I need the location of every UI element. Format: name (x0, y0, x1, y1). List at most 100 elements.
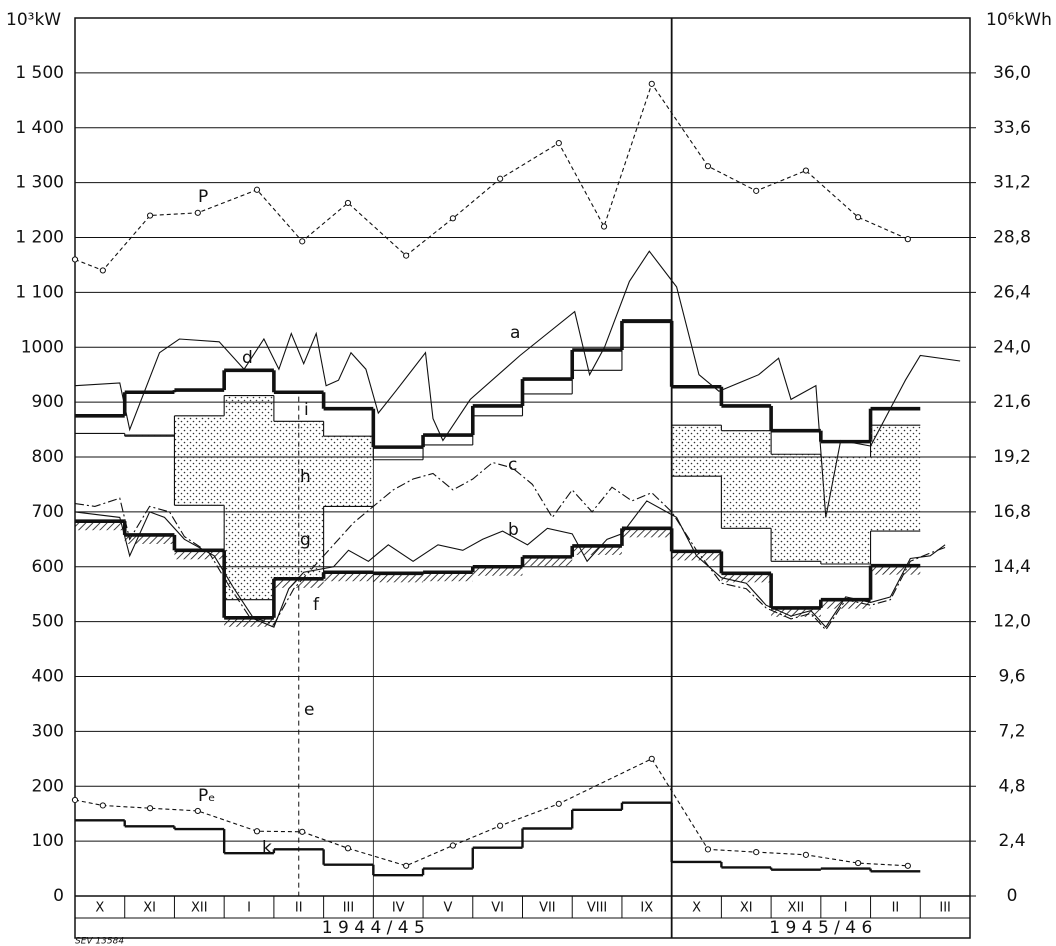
point (802, 167, 810, 174)
point (555, 140, 562, 147)
y2-tick-label: 24,0 (993, 337, 1031, 357)
point (71, 796, 79, 804)
annotation: h (300, 467, 311, 487)
series-label: b (508, 520, 519, 540)
y2-tick-label: 33,6 (993, 118, 1031, 138)
annotation: SEV 13584 (75, 937, 124, 946)
annotation: i (304, 400, 309, 420)
point (403, 862, 410, 869)
y-tick-label: 100 (32, 831, 64, 851)
point (497, 175, 504, 182)
y-tick-label: 400 (32, 667, 64, 687)
hatch (423, 572, 473, 582)
x-tick-label: XI (143, 901, 156, 916)
y2-tick-label: 28,8 (993, 228, 1031, 248)
hatch (621, 528, 672, 538)
point (904, 236, 911, 243)
y2-tick-label: 21,6 (993, 392, 1031, 412)
point (146, 212, 154, 219)
point (344, 845, 352, 852)
x-tick-label: I (844, 901, 848, 916)
point (403, 252, 410, 259)
point (194, 807, 201, 815)
y2-tick-label: 2,4 (998, 831, 1025, 851)
x-tick-label: II (892, 901, 900, 916)
y2-tick-label: 7,2 (998, 721, 1025, 741)
hatch (721, 573, 772, 583)
y2-tick-label: 12,0 (993, 612, 1031, 632)
hatch (820, 599, 871, 609)
x-tick-label: IX (640, 901, 653, 916)
hatch (273, 578, 324, 588)
stipple-band (671, 425, 722, 477)
x-tick-label: XII (788, 901, 805, 916)
stipple-band (820, 457, 871, 565)
x-tick-label: XI (740, 901, 753, 916)
hatch (75, 521, 125, 531)
x-tick-label: III (939, 901, 951, 916)
point (253, 828, 261, 835)
y-tick-label: 700 (32, 502, 64, 522)
point (802, 851, 810, 858)
x-tick-label: XII (191, 901, 208, 916)
y-tick-label: 1 100 (15, 282, 64, 302)
x-tick-label: IV (392, 901, 405, 916)
point (99, 267, 106, 274)
year-label: 1 9 4 4 / 4 5 (322, 918, 425, 938)
plot-frame (74, 17, 971, 939)
y-tick-label: 600 (32, 557, 64, 577)
curve (74, 250, 961, 518)
point (704, 163, 712, 170)
point (855, 214, 862, 221)
series-label: c (508, 455, 517, 475)
hatch (224, 617, 274, 627)
x-tick-label: II (295, 901, 303, 916)
point (194, 209, 201, 216)
y2-tick-label: 0 (1007, 886, 1018, 906)
y-tick-label: 1 200 (15, 228, 64, 248)
x-tick-label: V (443, 901, 452, 916)
series-label: k (262, 838, 272, 858)
stipple-band (721, 430, 772, 529)
y2-tick-label: 14,4 (993, 557, 1031, 577)
stipple-band (771, 454, 821, 562)
annotation: f (313, 595, 320, 615)
year-label: 1 9 4 5 / 4 6 (769, 918, 872, 938)
y2-tick-label: 9,6 (998, 667, 1025, 687)
y-tick-label: 1 500 (15, 63, 64, 83)
hatch (771, 607, 821, 617)
point (855, 859, 862, 867)
y-tick-label: 1 300 (15, 173, 64, 193)
point (497, 822, 504, 829)
point (753, 849, 760, 856)
x-tick-label: X (692, 901, 701, 916)
y2-tick-label: 4,8 (998, 776, 1025, 796)
y2-tick-label: 16,8 (993, 502, 1031, 522)
hatch (323, 572, 374, 582)
y2-tick-label: 31,2 (993, 173, 1031, 193)
point (704, 846, 712, 853)
series-label: P (198, 187, 208, 207)
point (904, 862, 911, 869)
hatch (373, 573, 424, 583)
hatch (671, 551, 722, 561)
stipple-band (273, 421, 324, 578)
point (299, 828, 306, 835)
y-tick-label: 500 (32, 612, 64, 632)
y-tick-label: 1 400 (15, 118, 64, 138)
hatch (174, 550, 225, 560)
stipple-band (323, 436, 374, 507)
series-label: d (242, 348, 253, 368)
annotation: e (304, 700, 314, 720)
y2-tick-label: 36,0 (993, 63, 1031, 83)
y-tick-label: 1000 (21, 337, 64, 357)
x-tick-label: VI (491, 901, 504, 916)
series-label: a (510, 323, 520, 343)
point (600, 223, 608, 230)
hatch (472, 566, 523, 576)
x-tick-label: VII (539, 901, 556, 916)
point (555, 800, 562, 807)
y-axis-label: 10³kW (6, 10, 61, 30)
hatch (870, 565, 921, 575)
